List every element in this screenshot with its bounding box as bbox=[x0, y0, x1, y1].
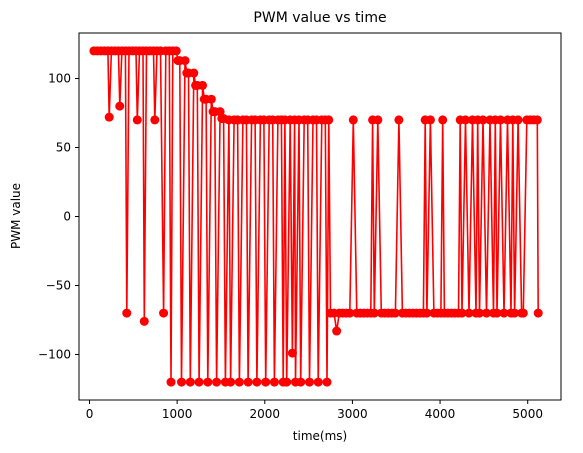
data-point bbox=[348, 115, 358, 125]
data-point bbox=[203, 377, 213, 387]
chart-title: PWM value vs time bbox=[253, 10, 386, 26]
data-point bbox=[180, 56, 190, 66]
data-point bbox=[460, 115, 470, 125]
data-point bbox=[185, 377, 195, 387]
data-point bbox=[492, 308, 502, 318]
data-point bbox=[532, 115, 542, 125]
data-point bbox=[296, 377, 306, 387]
data-point bbox=[177, 377, 187, 387]
data-point bbox=[390, 308, 400, 318]
data-point bbox=[313, 377, 323, 387]
y-axis: −100 −50 0 50 100 bbox=[38, 72, 79, 361]
data-point bbox=[139, 316, 149, 326]
data-point bbox=[304, 377, 314, 387]
data-point bbox=[464, 308, 474, 318]
data-point bbox=[478, 115, 488, 125]
data-point bbox=[132, 115, 142, 125]
series-markers bbox=[89, 46, 543, 387]
data-point bbox=[189, 68, 199, 78]
data-point bbox=[269, 377, 279, 387]
x-tick-label: 2000 bbox=[250, 407, 281, 421]
data-point bbox=[324, 115, 334, 125]
series-line bbox=[93, 50, 539, 383]
data-point bbox=[252, 377, 262, 387]
data-point bbox=[518, 308, 528, 318]
y-tick-label: 100 bbox=[48, 72, 71, 86]
data-point bbox=[533, 308, 543, 318]
data-point bbox=[115, 101, 125, 111]
data-point bbox=[332, 326, 342, 336]
x-axis-label: time(ms) bbox=[293, 429, 347, 443]
data-point bbox=[322, 377, 332, 387]
data-point bbox=[499, 308, 509, 318]
data-point bbox=[171, 46, 181, 56]
data-point bbox=[373, 115, 383, 125]
data-point bbox=[234, 377, 244, 387]
data-point bbox=[243, 377, 253, 387]
y-tick-label: −100 bbox=[38, 347, 71, 361]
x-tick-label: 5000 bbox=[512, 407, 543, 421]
x-tick-label: 0 bbox=[86, 407, 94, 421]
y-tick-label: −50 bbox=[46, 278, 71, 292]
data-point bbox=[206, 94, 216, 104]
y-tick-label: 50 bbox=[56, 141, 71, 155]
data-point bbox=[474, 308, 484, 318]
data-point bbox=[422, 308, 432, 318]
x-tick-label: 3000 bbox=[337, 407, 368, 421]
y-tick-label: 0 bbox=[63, 210, 71, 224]
data-point bbox=[425, 115, 435, 125]
data-point bbox=[104, 112, 114, 122]
data-point bbox=[438, 115, 448, 125]
data-point bbox=[510, 308, 520, 318]
data-point bbox=[215, 107, 225, 117]
data-point bbox=[198, 80, 208, 90]
data-point bbox=[496, 115, 506, 125]
data-point bbox=[261, 377, 271, 387]
data-point bbox=[159, 308, 169, 318]
data-point bbox=[122, 308, 132, 318]
data-point bbox=[513, 115, 523, 125]
data-point bbox=[166, 377, 176, 387]
data-point bbox=[226, 377, 236, 387]
data-point bbox=[287, 348, 297, 358]
data-point bbox=[282, 377, 292, 387]
x-axis: 0 1000 2000 3000 4000 5000 bbox=[86, 400, 543, 421]
x-tick-label: 4000 bbox=[425, 407, 456, 421]
data-point bbox=[194, 377, 204, 387]
data-point bbox=[369, 308, 379, 318]
data-point bbox=[394, 115, 404, 125]
data-point bbox=[345, 308, 355, 318]
x-tick-label: 1000 bbox=[162, 407, 193, 421]
y-axis-label: PWM value bbox=[9, 183, 23, 249]
data-point bbox=[212, 377, 222, 387]
data-point bbox=[457, 308, 467, 318]
data-point bbox=[150, 115, 160, 125]
data-point bbox=[482, 308, 492, 318]
